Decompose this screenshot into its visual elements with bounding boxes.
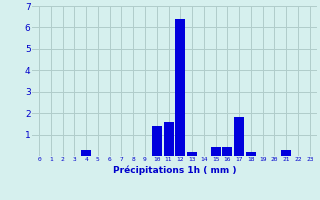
Bar: [187, 152, 197, 156]
X-axis label: Précipitations 1h ( mm ): Précipitations 1h ( mm ): [113, 165, 236, 175]
Bar: [81, 150, 91, 156]
Bar: [175, 19, 185, 156]
Bar: [152, 126, 162, 156]
Bar: [246, 152, 256, 156]
Bar: [234, 117, 244, 156]
Bar: [222, 147, 232, 156]
Bar: [211, 147, 220, 156]
Bar: [281, 150, 291, 156]
Bar: [164, 122, 173, 156]
